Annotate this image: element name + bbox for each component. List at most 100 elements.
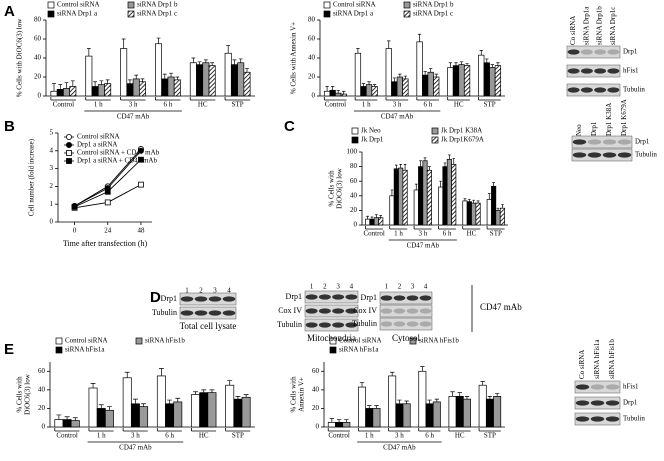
error-bar [397, 399, 402, 404]
fraction-title: Mitochondria [307, 333, 356, 343]
legend-swatch [135, 337, 143, 345]
legend-swatch [55, 346, 63, 354]
legend-label: Control siRNA [339, 337, 382, 345]
legend-label: siRNA hFis1a [339, 346, 379, 354]
blot-strip [566, 83, 621, 97]
y-tick-label: 80 [308, 16, 316, 24]
error-bar [374, 405, 379, 409]
bar [442, 166, 448, 226]
bar [329, 89, 336, 97]
bar [438, 186, 444, 226]
bar [486, 199, 492, 226]
bar [402, 78, 409, 97]
bar [365, 84, 373, 97]
error-bar [429, 68, 433, 73]
x-tick-label: HC [454, 101, 464, 109]
legend-label: siRNA hFis1a [65, 346, 105, 354]
y-tick-label: 2 [50, 182, 54, 190]
error-bar [387, 40, 391, 49]
y-tick-label: 3 [50, 164, 54, 172]
blot-band [590, 400, 605, 406]
bar [385, 48, 392, 97]
y-tick-label: 0 [354, 221, 358, 229]
y-axis-label: % Cells with [290, 376, 298, 413]
blot-band [580, 68, 593, 74]
blot-strip [379, 317, 433, 331]
error-bar [403, 75, 408, 79]
bar [389, 195, 395, 226]
x-tick-label: 0 [73, 227, 77, 235]
error-bar [496, 207, 500, 211]
error-bar [390, 189, 394, 196]
y-tick-label: 40 [34, 54, 42, 62]
x-tick-label: 6 h [164, 101, 173, 109]
lane-label: siRNA hFis1b [608, 339, 616, 379]
bar [426, 169, 432, 226]
x-tick-label: STP [490, 230, 502, 238]
error-bar [399, 164, 403, 169]
error-bar [238, 58, 243, 63]
error-bar [156, 37, 161, 44]
y-tick-label: 4 [50, 146, 54, 154]
blot-band [607, 49, 620, 55]
bar [104, 83, 112, 97]
lane-number: 4 [227, 287, 231, 295]
bar [327, 422, 336, 428]
bar [395, 403, 404, 428]
x-tick-label: 3 h [395, 432, 404, 440]
bar [451, 164, 457, 226]
lane-number: 2 [398, 283, 402, 291]
error-bar [56, 414, 62, 420]
legend-label: Jk Drp1 K38A [441, 127, 482, 135]
x-tick-label: Control [363, 230, 384, 238]
y-axis-label: % Cells with [328, 170, 336, 207]
error-bar [423, 157, 427, 161]
lane-number: 2 [323, 283, 327, 291]
blot-band [406, 295, 419, 301]
error-bar [454, 62, 458, 66]
blot-strip [304, 304, 359, 318]
row-label: Tubulin [635, 151, 657, 159]
error-bar [434, 73, 438, 77]
lane-number: 1 [310, 283, 314, 291]
blot-band [590, 416, 605, 422]
x-tick-label: 3 h [129, 101, 138, 109]
bar [139, 406, 149, 428]
x-tick-label: STP [232, 432, 244, 440]
bar [491, 185, 497, 226]
error-bar [390, 371, 395, 376]
bar [340, 93, 347, 97]
bar [230, 64, 238, 97]
error-bar [463, 198, 467, 201]
x-tick-label: Control [53, 101, 74, 109]
legend-label: Control siRNA + CD47 mAb [77, 149, 160, 157]
x-tick-label: STP [484, 432, 496, 440]
error-bar [90, 383, 96, 388]
blot-band [567, 87, 580, 93]
legend-marker [66, 141, 73, 148]
blot-strip [566, 45, 621, 59]
error-bar [490, 64, 495, 68]
bar [463, 65, 471, 97]
bar [418, 370, 427, 428]
fraction-title: Total cell lysate [180, 321, 237, 331]
y-tick-label: 0 [316, 423, 320, 431]
marker [138, 181, 144, 188]
bar [499, 207, 505, 226]
legend-swatch [431, 136, 439, 144]
blot-band [567, 68, 580, 74]
blot-band [305, 308, 318, 314]
y-tick-label: 20 [38, 404, 46, 412]
error-bar [487, 193, 491, 200]
legend-swatch [431, 127, 439, 135]
error-bar [414, 183, 418, 190]
legend-swatch [323, 10, 331, 18]
blot-band [318, 308, 331, 314]
y-tick-label: 60 [38, 367, 46, 375]
bar [475, 202, 481, 226]
row-label: Tubulin [352, 319, 377, 328]
bar [196, 64, 204, 97]
blot-band [332, 308, 345, 314]
error-bar [457, 392, 462, 397]
